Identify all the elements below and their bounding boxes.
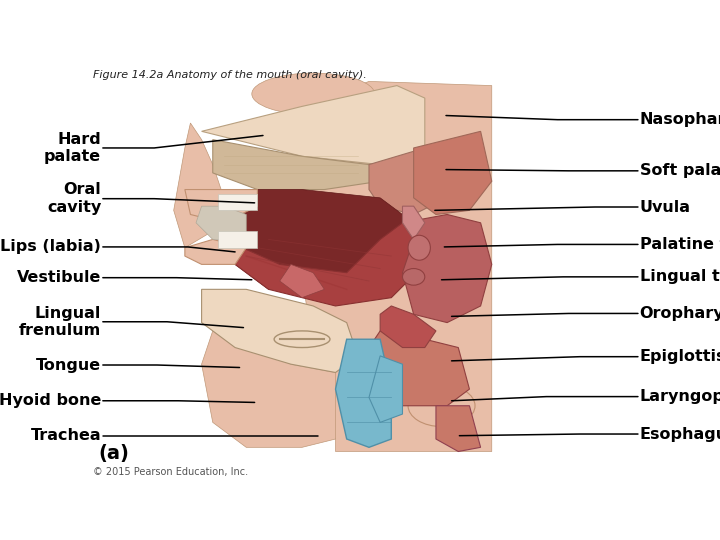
- Polygon shape: [380, 306, 436, 348]
- Text: Laryngopharynx: Laryngopharynx: [639, 389, 720, 404]
- Polygon shape: [213, 190, 413, 289]
- Polygon shape: [369, 331, 469, 406]
- Text: © 2015 Pearson Education, Inc.: © 2015 Pearson Education, Inc.: [93, 467, 248, 477]
- Text: Vestibule: Vestibule: [17, 270, 101, 285]
- Polygon shape: [280, 265, 324, 298]
- Text: Epiglottis: Epiglottis: [639, 349, 720, 364]
- Text: Lips (labia): Lips (labia): [0, 239, 101, 254]
- Text: Oral
cavity: Oral cavity: [47, 183, 101, 215]
- Text: Figure 14.2a Anatomy of the mouth (oral cavity).: Figure 14.2a Anatomy of the mouth (oral …: [93, 70, 366, 80]
- Polygon shape: [218, 194, 258, 210]
- Polygon shape: [185, 190, 258, 223]
- Polygon shape: [369, 148, 447, 214]
- Polygon shape: [402, 206, 425, 239]
- Polygon shape: [218, 231, 258, 248]
- Text: Hyoid bone: Hyoid bone: [0, 393, 101, 408]
- Ellipse shape: [408, 235, 431, 260]
- Text: Lingual tonsil: Lingual tonsil: [639, 269, 720, 285]
- Text: Esophagus: Esophagus: [639, 427, 720, 442]
- Text: Trachea: Trachea: [30, 428, 101, 443]
- Polygon shape: [202, 85, 425, 165]
- Ellipse shape: [408, 385, 475, 427]
- Text: Soft palate: Soft palate: [639, 163, 720, 178]
- Polygon shape: [436, 406, 481, 451]
- Polygon shape: [336, 339, 392, 447]
- Text: Oropharynx: Oropharynx: [639, 306, 720, 321]
- Polygon shape: [202, 289, 358, 373]
- Text: Tongue: Tongue: [36, 357, 101, 373]
- Text: Uvula: Uvula: [639, 199, 690, 214]
- Polygon shape: [369, 356, 402, 422]
- Text: Palatine tonsil: Palatine tonsil: [639, 237, 720, 252]
- Polygon shape: [224, 223, 425, 306]
- Text: Hard
palate: Hard palate: [44, 132, 101, 164]
- Text: Nasopharynx: Nasopharynx: [639, 112, 720, 127]
- Text: Lingual
frenulum: Lingual frenulum: [19, 306, 101, 338]
- Polygon shape: [213, 140, 380, 190]
- Polygon shape: [402, 214, 492, 322]
- Text: (a): (a): [99, 444, 130, 463]
- Polygon shape: [202, 331, 336, 447]
- Polygon shape: [413, 131, 492, 214]
- Ellipse shape: [252, 73, 374, 114]
- Polygon shape: [196, 206, 246, 239]
- Ellipse shape: [274, 331, 330, 348]
- Polygon shape: [174, 123, 224, 248]
- Ellipse shape: [402, 268, 425, 285]
- Polygon shape: [185, 239, 246, 265]
- Polygon shape: [291, 82, 492, 451]
